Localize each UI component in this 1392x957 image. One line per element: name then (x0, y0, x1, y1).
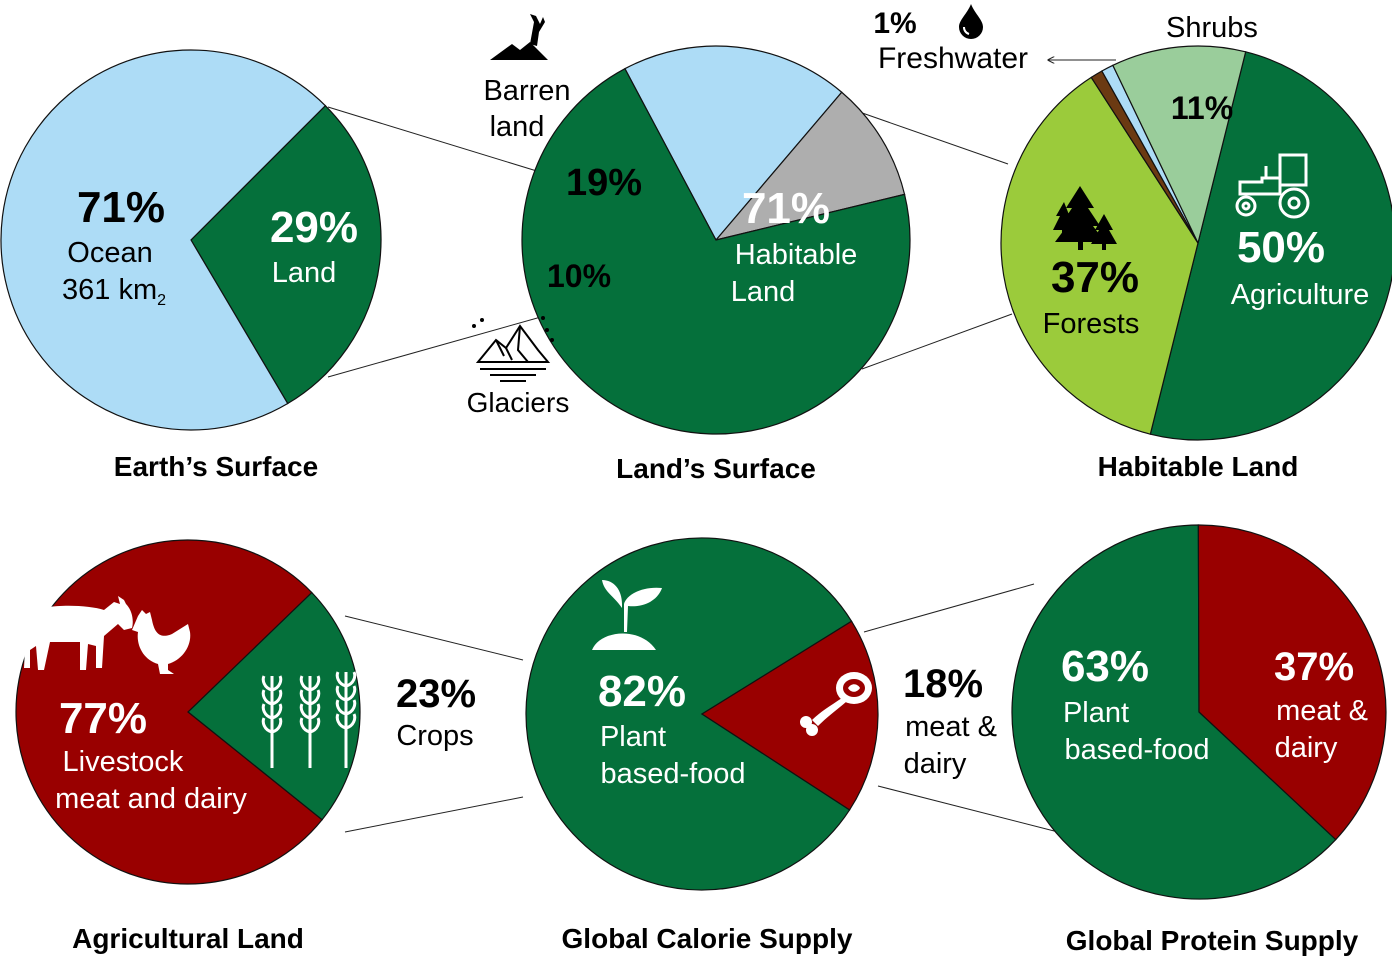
wheat-stalk (261, 675, 283, 768)
slice-label: Land (272, 257, 337, 289)
slice-label: Barren (483, 75, 570, 107)
slice-label: Livestock (63, 746, 184, 778)
slice-label: dairy (1275, 732, 1338, 764)
slice-label: based-food (1064, 734, 1209, 766)
chart-title: Land’s Surface (616, 453, 816, 484)
slice-label: Forests (1043, 308, 1140, 340)
connector-line (847, 107, 1009, 165)
pie-slice (1149, 51, 1392, 441)
slice-label: meat & (905, 711, 997, 743)
pie-slice (1197, 524, 1387, 841)
data-label: 29% (270, 203, 358, 252)
data-label: 71% (77, 183, 165, 232)
tree-icon (1053, 186, 1117, 250)
data-label: 63% (1061, 642, 1149, 691)
slice-label: 361 km2 (62, 274, 166, 309)
meat-icon (800, 672, 872, 736)
data-label: 37% (1051, 253, 1139, 302)
slice-label: Habitable (735, 239, 858, 271)
freshwater-name: Freshwater (878, 42, 1028, 75)
barren-land-icon (490, 14, 548, 60)
pie-slice (0, 49, 327, 431)
connector-line (344, 615, 524, 661)
slice-label: Plant (1063, 697, 1129, 729)
pie-5 (1011, 524, 1387, 900)
chart-title: Agricultural Land (72, 923, 304, 954)
slice-label: Crops (396, 720, 473, 752)
wheat-stalk (335, 671, 357, 768)
slice-label-part: 361 km (62, 274, 157, 306)
data-label: 77% (59, 694, 147, 743)
chart-title: Global Calorie Supply (562, 923, 853, 954)
data-label: 82% (598, 667, 686, 716)
pie-0 (0, 49, 382, 431)
slice-label-subscript: 2 (157, 292, 166, 309)
data-label: 37% (1274, 645, 1354, 689)
connector-line (861, 313, 1013, 370)
freshwater-value: 1% (873, 7, 916, 40)
data-label: 19% (566, 162, 642, 204)
tractor-icon (1235, 153, 1310, 219)
slice-label: meat & (1276, 695, 1368, 727)
slice-label: Glaciers (467, 387, 570, 418)
slice-label: Plant (600, 721, 666, 753)
glacier-icon (472, 316, 554, 382)
wheat-stalk (299, 675, 321, 768)
water-drop-icon (959, 4, 983, 39)
pie-slice (521, 67, 911, 435)
pie-2 (1000, 45, 1392, 441)
connector-line (327, 314, 549, 378)
cow-icon (24, 596, 133, 670)
connector-line (863, 583, 1035, 633)
slice-label: dairy (904, 748, 967, 780)
pie-slice (700, 620, 879, 811)
connector-line (877, 785, 1063, 834)
chart-title: Habitable Land (1098, 451, 1299, 482)
slice-label: Ocean (67, 237, 152, 269)
chart-title: Earth’s Surface (114, 451, 318, 482)
data-label: 18% (903, 662, 983, 706)
pie-slice (714, 91, 906, 242)
seedling-icon (592, 580, 662, 650)
slice-label: meat and dairy (55, 783, 247, 815)
slice-label: Shrubs (1166, 12, 1258, 44)
data-label: 71% (742, 184, 830, 233)
slice-label: Land (731, 276, 796, 308)
data-label: 11% (1171, 90, 1233, 126)
pie-slice (187, 591, 361, 821)
wheat-icon (261, 671, 357, 768)
pie-slice (525, 537, 853, 891)
pie-1 (521, 45, 911, 435)
connector-line (344, 796, 524, 833)
slice-label: based-food (600, 758, 745, 790)
data-label: 10% (547, 258, 611, 294)
chart-title: Global Protein Supply (1066, 925, 1359, 956)
slice-label: land (490, 111, 545, 143)
pie-slice (1011, 524, 1337, 900)
pie-slice (1112, 45, 1247, 245)
slice-label: Agriculture (1231, 279, 1370, 311)
pie-4 (525, 537, 879, 891)
pie-slice (624, 45, 843, 242)
connector-line (327, 106, 541, 173)
connector-lines (327, 60, 1116, 834)
pie-slice (190, 104, 382, 405)
data-label: 50% (1237, 223, 1325, 272)
chicken-icon (132, 610, 191, 674)
data-label: 23% (396, 672, 476, 716)
